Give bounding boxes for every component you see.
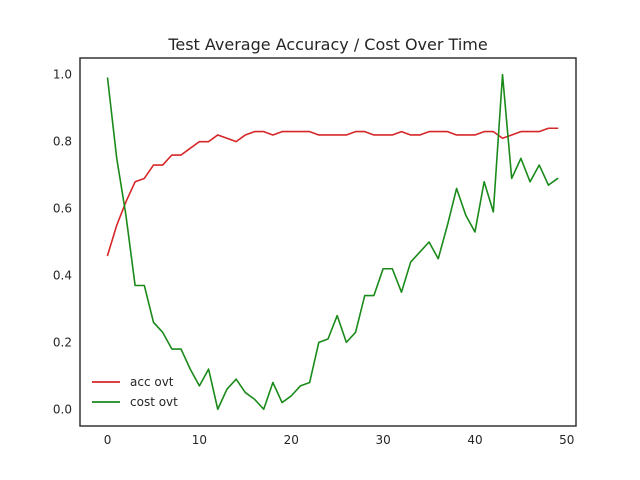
y-tick-label: 1.0: [53, 68, 72, 82]
y-tick-label: 0.0: [53, 402, 72, 416]
legend-label: acc ovt: [130, 375, 174, 389]
series-line-acc-ovt: [106, 127, 559, 257]
chart-title: Test Average Accuracy / Cost Over Time: [167, 35, 487, 54]
x-tick-label: 0: [104, 433, 112, 447]
legend-label: cost ovt: [130, 395, 178, 409]
y-axis: 0.0 0.2 0.4 0.6 0.8 1.0: [53, 68, 72, 417]
series-line-cost-ovt: [106, 73, 559, 411]
x-tick-label: 50: [559, 433, 574, 447]
legend: acc ovt cost ovt: [92, 375, 178, 409]
x-tick-label: 20: [284, 433, 299, 447]
x-axis: 0 10 20 30 40 50: [104, 433, 575, 447]
plot-area: [106, 73, 559, 411]
x-tick-label: 40: [467, 433, 482, 447]
y-tick-label: 0.8: [53, 135, 72, 149]
y-tick-label: 0.4: [53, 268, 72, 282]
axes-frame: [79, 57, 577, 427]
y-tick-label: 0.6: [53, 202, 72, 216]
x-tick-label: 30: [375, 433, 390, 447]
x-tick-label: 10: [192, 433, 207, 447]
y-tick-label: 0.2: [53, 335, 72, 349]
